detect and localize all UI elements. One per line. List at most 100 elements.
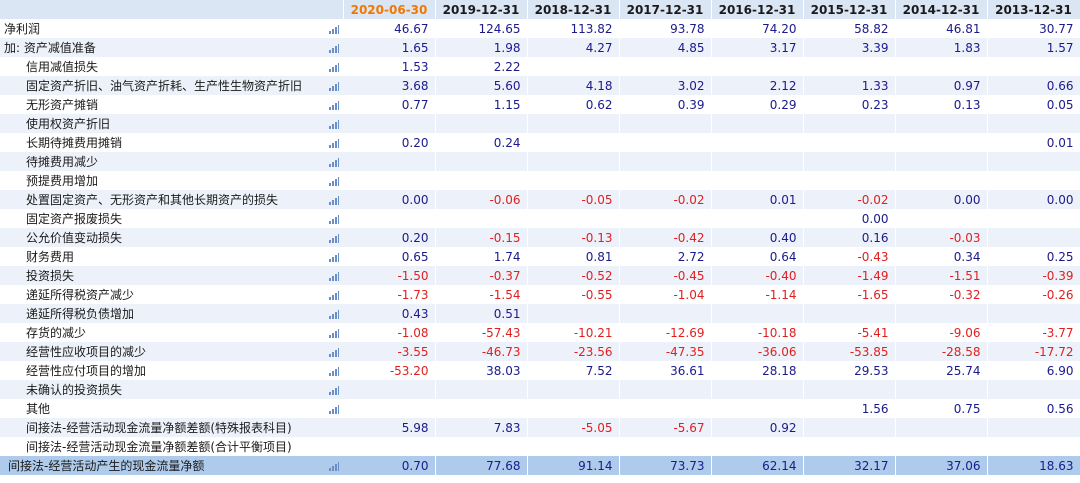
value-cell [803,171,896,190]
value-cell: -0.52 [527,266,620,285]
bar-chart-icon[interactable] [329,347,339,357]
row-label: 固定资产报废损失 [0,209,325,228]
value-cell: 0.16 [803,228,896,247]
value-cell: -0.39 [987,266,1080,285]
row-label-text: 长期待摊费用摊销 [26,136,123,150]
row-label-text: 未确认的投资损失 [26,383,123,397]
value-cell: -0.02 [619,190,712,209]
bar-chart-icon[interactable] [329,81,339,91]
bar-chart-icon[interactable] [329,62,339,72]
value-cell: 0.40 [711,228,804,247]
chart-cell [325,228,343,247]
row-label-text: 处置固定资产、无形资产和其他长期资产的损失 [26,193,279,207]
row-label-text: 存货的减少 [26,326,87,340]
bar-chart-icon[interactable] [329,404,339,414]
value-cell: 6.90 [987,361,1080,380]
value-cell: -3.55 [343,342,436,361]
date-header[interactable]: 2017-12-31 [619,0,712,19]
value-cell: -0.32 [895,285,988,304]
value-cell: 0.05 [987,95,1080,114]
value-cell: -0.42 [619,228,712,247]
date-header[interactable]: 2015-12-31 [803,0,896,19]
chart-cell [325,38,343,57]
bar-chart-icon[interactable] [329,100,339,110]
value-cell: -53.85 [803,342,896,361]
table-row: 间接法-经营活动现金流量净额差额(特殊报表科目) 5.98 7.83 -5.05 -5.… [0,418,1080,437]
bar-chart-icon[interactable] [329,309,339,319]
bar-chart-icon[interactable] [329,195,339,205]
value-cell [987,380,1080,399]
row-label-text: 投资损失 [26,269,75,283]
value-cell [711,171,804,190]
value-cell [895,57,988,76]
row-label: 财务费用 [0,247,325,266]
value-cell: 36.61 [619,361,712,380]
chart-cell [325,380,343,399]
value-cell: 0.13 [895,95,988,114]
row-label: 加: 资产减值准备 [0,38,325,57]
row-label: 投资损失 [0,266,325,285]
date-header[interactable]: 2020-06-30 [343,0,436,19]
bar-chart-icon[interactable] [329,385,339,395]
value-cell: -1.54 [435,285,528,304]
value-cell: -12.69 [619,323,712,342]
value-cell: -0.40 [711,266,804,285]
value-cell: 0.92 [711,418,804,437]
value-cell: 2.12 [711,76,804,95]
value-cell: -1.50 [343,266,436,285]
value-cell: 3.02 [619,76,712,95]
value-cell: 28.18 [711,361,804,380]
date-header[interactable]: 2019-12-31 [435,0,528,19]
bar-chart-icon[interactable] [329,328,339,338]
value-cell: 0.01 [711,190,804,209]
value-cell: 0.43 [343,304,436,323]
value-cell [895,171,988,190]
bar-chart-icon[interactable] [329,214,339,224]
value-cell [803,418,896,437]
value-cell: 1.15 [435,95,528,114]
value-cell: 0.29 [711,95,804,114]
bar-chart-icon[interactable] [329,43,339,53]
value-cell [711,152,804,171]
date-header[interactable]: 2014-12-31 [895,0,988,19]
value-cell [895,304,988,323]
value-cell: 0.20 [343,133,436,152]
value-cell: 0.23 [803,95,896,114]
value-cell [711,437,804,456]
value-cell [619,57,712,76]
bar-chart-icon[interactable] [329,461,339,471]
value-cell: 3.17 [711,38,804,57]
date-header[interactable]: 2018-12-31 [527,0,620,19]
row-label: 待摊费用减少 [0,152,325,171]
date-header[interactable]: 2016-12-31 [711,0,804,19]
value-cell: 0.65 [343,247,436,266]
header-row: 2020-06-30 2019-12-31 2018-12-31 2017-12… [0,0,1080,19]
bar-chart-icon[interactable] [329,233,339,243]
bar-chart-icon[interactable] [329,24,339,34]
bar-chart-icon[interactable] [329,176,339,186]
table-row: 净利润 46.67 124.65 113.82 93.78 74.20 58.82 46.81… [0,19,1080,38]
value-cell: 0.25 [987,247,1080,266]
header-blank [0,0,344,19]
value-cell: -0.37 [435,266,528,285]
bar-chart-icon[interactable] [329,271,339,281]
bar-chart-icon[interactable] [329,119,339,129]
chart-cell [325,304,343,323]
bar-chart-icon[interactable] [329,252,339,262]
bar-chart-icon[interactable] [329,366,339,376]
row-label-text: 财务费用 [26,250,75,264]
value-cell: 4.18 [527,76,620,95]
value-cell [895,437,988,456]
value-cell [987,209,1080,228]
value-cell: 0.97 [895,76,988,95]
chart-cell [325,247,343,266]
value-cell: -47.35 [619,342,712,361]
table-row: 信用减值损失 1.53 2.22 [0,57,1080,76]
bar-chart-icon[interactable] [329,290,339,300]
bar-chart-icon[interactable] [329,138,339,148]
value-cell [343,209,436,228]
value-cell [895,114,988,133]
date-header[interactable]: 2013-12-31 [987,0,1080,19]
bar-chart-icon[interactable] [329,157,339,167]
value-cell: 30.77 [987,19,1080,38]
